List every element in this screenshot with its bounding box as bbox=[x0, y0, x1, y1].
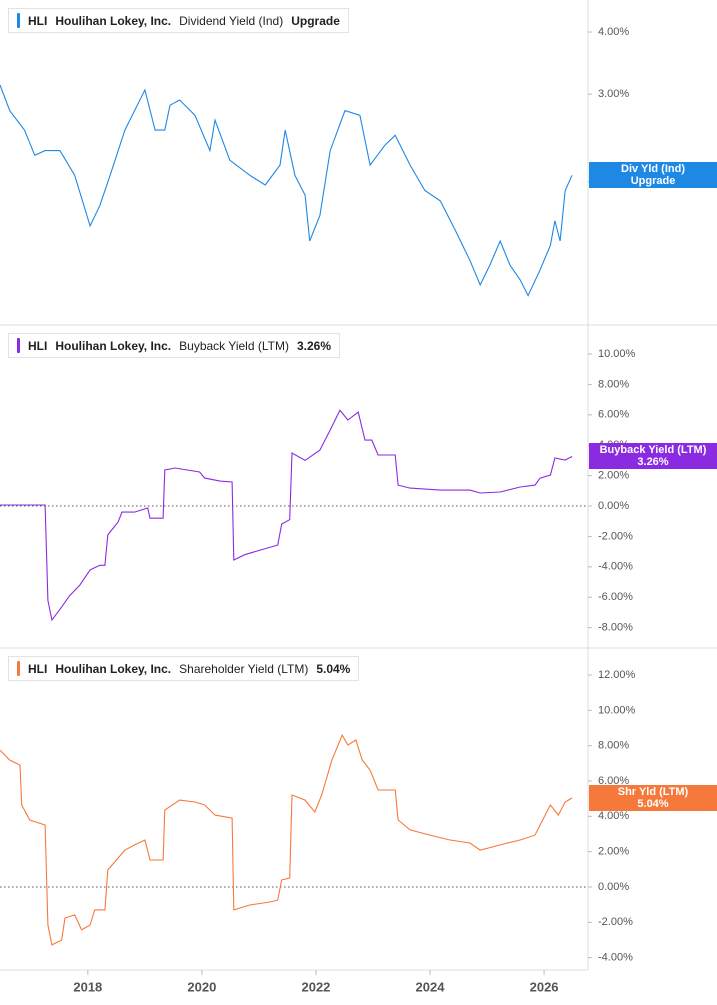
y-tick-label: 8.00% bbox=[598, 740, 629, 752]
tag-label: Buyback Yield (LTM) bbox=[599, 444, 707, 457]
legend-swatch bbox=[17, 338, 20, 353]
y-tick-label: -6.00% bbox=[598, 591, 633, 603]
legend-series: Shareholder Yield (LTM) bbox=[179, 661, 309, 676]
data-line bbox=[0, 84, 573, 297]
y-tick-label: -4.00% bbox=[598, 952, 633, 964]
legend-value: Upgrade bbox=[291, 13, 340, 28]
y-tick-label: 0.00% bbox=[598, 881, 629, 893]
legend-value: 5.04% bbox=[316, 661, 351, 676]
y-tick-label: -8.00% bbox=[598, 622, 633, 634]
tag-label: Div Yld (Ind) bbox=[621, 163, 685, 176]
y-tick-label: 2.00% bbox=[598, 846, 629, 858]
y-tick-label: 3.00% bbox=[598, 88, 629, 100]
legend-ticker: HLI bbox=[28, 13, 48, 28]
value-tag: Div Yld (Ind) Upgrade bbox=[589, 162, 717, 189]
legend-swatch bbox=[17, 13, 20, 28]
data-line bbox=[0, 409, 573, 622]
y-tick-label: 2.00% bbox=[598, 470, 629, 482]
x-tick-label: 2022 bbox=[301, 979, 330, 994]
x-tick-label: 2018 bbox=[73, 979, 102, 994]
y-tick-label: 6.00% bbox=[598, 775, 629, 787]
legend-series: Dividend Yield (Ind) bbox=[179, 13, 284, 28]
x-tick-label: 2026 bbox=[530, 979, 559, 994]
y-tick-label: 6.00% bbox=[598, 409, 629, 421]
legend-company: Houlihan Lokey, Inc. bbox=[55, 338, 172, 353]
data-line bbox=[0, 733, 573, 946]
legend-ticker: HLI bbox=[28, 338, 48, 353]
y-tick-label: 8.00% bbox=[598, 378, 629, 390]
value-tag: Buyback Yield (LTM) 3.26% bbox=[589, 443, 717, 470]
legend: HLI Houlihan Lokey, Inc. Dividend Yield (I… bbox=[8, 8, 349, 33]
y-tick-label: 10.00% bbox=[598, 704, 636, 716]
y-tick-label: 4.00% bbox=[598, 810, 629, 822]
legend: HLI Houlihan Lokey, Inc. Shareholder Yield… bbox=[8, 656, 360, 681]
legend-ticker: HLI bbox=[28, 661, 48, 676]
y-tick-label: 0.00% bbox=[598, 500, 629, 512]
x-tick-label: 2020 bbox=[187, 979, 216, 994]
legend-swatch bbox=[17, 661, 20, 676]
value-tag: Shr Yld (LTM) 5.04% bbox=[589, 784, 717, 811]
tag-value: Upgrade bbox=[630, 175, 676, 188]
x-tick-label: 2024 bbox=[416, 979, 446, 994]
y-tick-label: -2.00% bbox=[598, 916, 633, 928]
legend: HLI Houlihan Lokey, Inc. Buyback Yield (LT… bbox=[8, 333, 340, 358]
y-tick-label: 12.00% bbox=[598, 669, 636, 681]
legend-series: Buyback Yield (LTM) bbox=[179, 338, 289, 353]
legend-company: Houlihan Lokey, Inc. bbox=[55, 13, 172, 28]
y-tick-label: -4.00% bbox=[598, 561, 633, 573]
y-tick-label: 4.00% bbox=[598, 26, 629, 38]
y-tick-label: -2.00% bbox=[598, 530, 633, 542]
tag-value: 3.26% bbox=[637, 456, 669, 469]
tag-value: 5.04% bbox=[637, 797, 669, 810]
legend-company: Houlihan Lokey, Inc. bbox=[55, 661, 172, 676]
tag-label: Shr Yld (LTM) bbox=[617, 785, 689, 798]
legend-value: 3.26% bbox=[296, 338, 331, 353]
y-tick-label: 10.00% bbox=[598, 348, 636, 360]
